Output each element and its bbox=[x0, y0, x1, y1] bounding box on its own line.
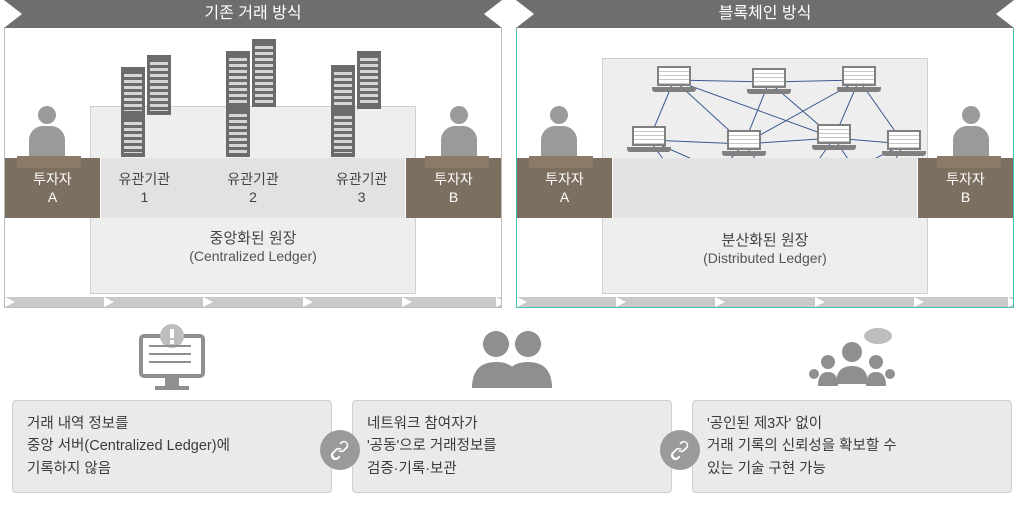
feature-1: 거래 내역 정보를 중앙 서버(Centralized Ledger)에 기록하… bbox=[12, 322, 332, 493]
person-icon bbox=[951, 106, 991, 156]
laptop-icon bbox=[837, 66, 881, 96]
laptop-icon bbox=[627, 126, 671, 156]
investor-a-l1: 투자자 bbox=[5, 170, 100, 188]
feature-text: 거래 내역 정보를 중앙 서버(Centralized Ledger)에 기록하… bbox=[12, 400, 332, 493]
feature-3: '공인된 제3자' 없이 거래 기록의 신뢰성을 확보할 수 있는 기술 구현 … bbox=[692, 322, 1012, 493]
panel-body: 분산화된 원장 (Distributed Ledger) 투자자 A 투자자 B bbox=[516, 28, 1014, 308]
feature-row: 거래 내역 정보를 중앙 서버(Centralized Ledger)에 기록하… bbox=[0, 308, 1024, 493]
org-2: 유관기관 2 bbox=[199, 158, 308, 218]
laptop-icon bbox=[747, 68, 791, 98]
desk-icon bbox=[937, 156, 1001, 168]
investor-b-l2: B bbox=[406, 188, 501, 206]
panel-title: 기존 거래 방식 bbox=[4, 0, 502, 28]
laptop-icon bbox=[812, 124, 856, 154]
feature-text: 네트워크 참여자가 '공동'으로 거래정보를 검증·기록·보관 bbox=[352, 400, 672, 493]
desk-icon bbox=[425, 156, 489, 168]
two-people-icon bbox=[352, 322, 672, 400]
panel-title: 블록체인 방식 bbox=[516, 0, 1014, 28]
org-1: 유관기관 1 bbox=[90, 158, 199, 218]
ledger-subtitle: (Centralized Ledger) bbox=[91, 248, 415, 264]
laptop-icon bbox=[882, 130, 926, 160]
org-3: 유관기관 3 bbox=[307, 158, 416, 218]
investor-a-l2: A bbox=[5, 188, 100, 206]
crowd-cloud-icon bbox=[692, 322, 1012, 400]
arrow-ribbon bbox=[517, 297, 1013, 307]
laptop-icon bbox=[652, 66, 696, 96]
building-icon bbox=[330, 51, 390, 157]
chain-link-icon bbox=[660, 430, 700, 470]
person-icon bbox=[439, 106, 479, 156]
comparison-panels: 기존 거래 방식 중앙화된 원장 (Centralized Ledger) 투자… bbox=[0, 0, 1024, 308]
person-icon bbox=[539, 106, 579, 156]
org-labels: 유관기관 1 유관기관 2 유관기관 3 bbox=[90, 158, 416, 218]
laptop-icon bbox=[722, 130, 766, 160]
desk-icon bbox=[529, 156, 593, 168]
desk-icon bbox=[17, 156, 81, 168]
investor-b-l1: 투자자 bbox=[406, 170, 501, 188]
building-icon bbox=[225, 39, 285, 157]
arrow-ribbon bbox=[5, 297, 501, 307]
person-icon bbox=[27, 106, 67, 156]
ledger-title: 중앙화된 원장 bbox=[91, 227, 415, 248]
feature-2: 네트워크 참여자가 '공동'으로 거래정보를 검증·기록·보관 bbox=[352, 322, 672, 493]
feature-text: '공인된 제3자' 없이 거래 기록의 신뢰성을 확보할 수 있는 기술 구현 … bbox=[692, 400, 1012, 493]
building-icon bbox=[120, 55, 180, 157]
panel-centralized: 기존 거래 방식 중앙화된 원장 (Centralized Ledger) 투자… bbox=[4, 0, 502, 308]
panel-body: 중앙화된 원장 (Centralized Ledger) 투자자 A 투자자 B bbox=[4, 28, 502, 308]
chain-link-icon bbox=[320, 430, 360, 470]
panel-distributed: 블록체인 방식 분산화된 원장 (Distributed Ledger) 투자자… bbox=[516, 0, 1014, 308]
monitor-alert-icon bbox=[12, 322, 332, 400]
